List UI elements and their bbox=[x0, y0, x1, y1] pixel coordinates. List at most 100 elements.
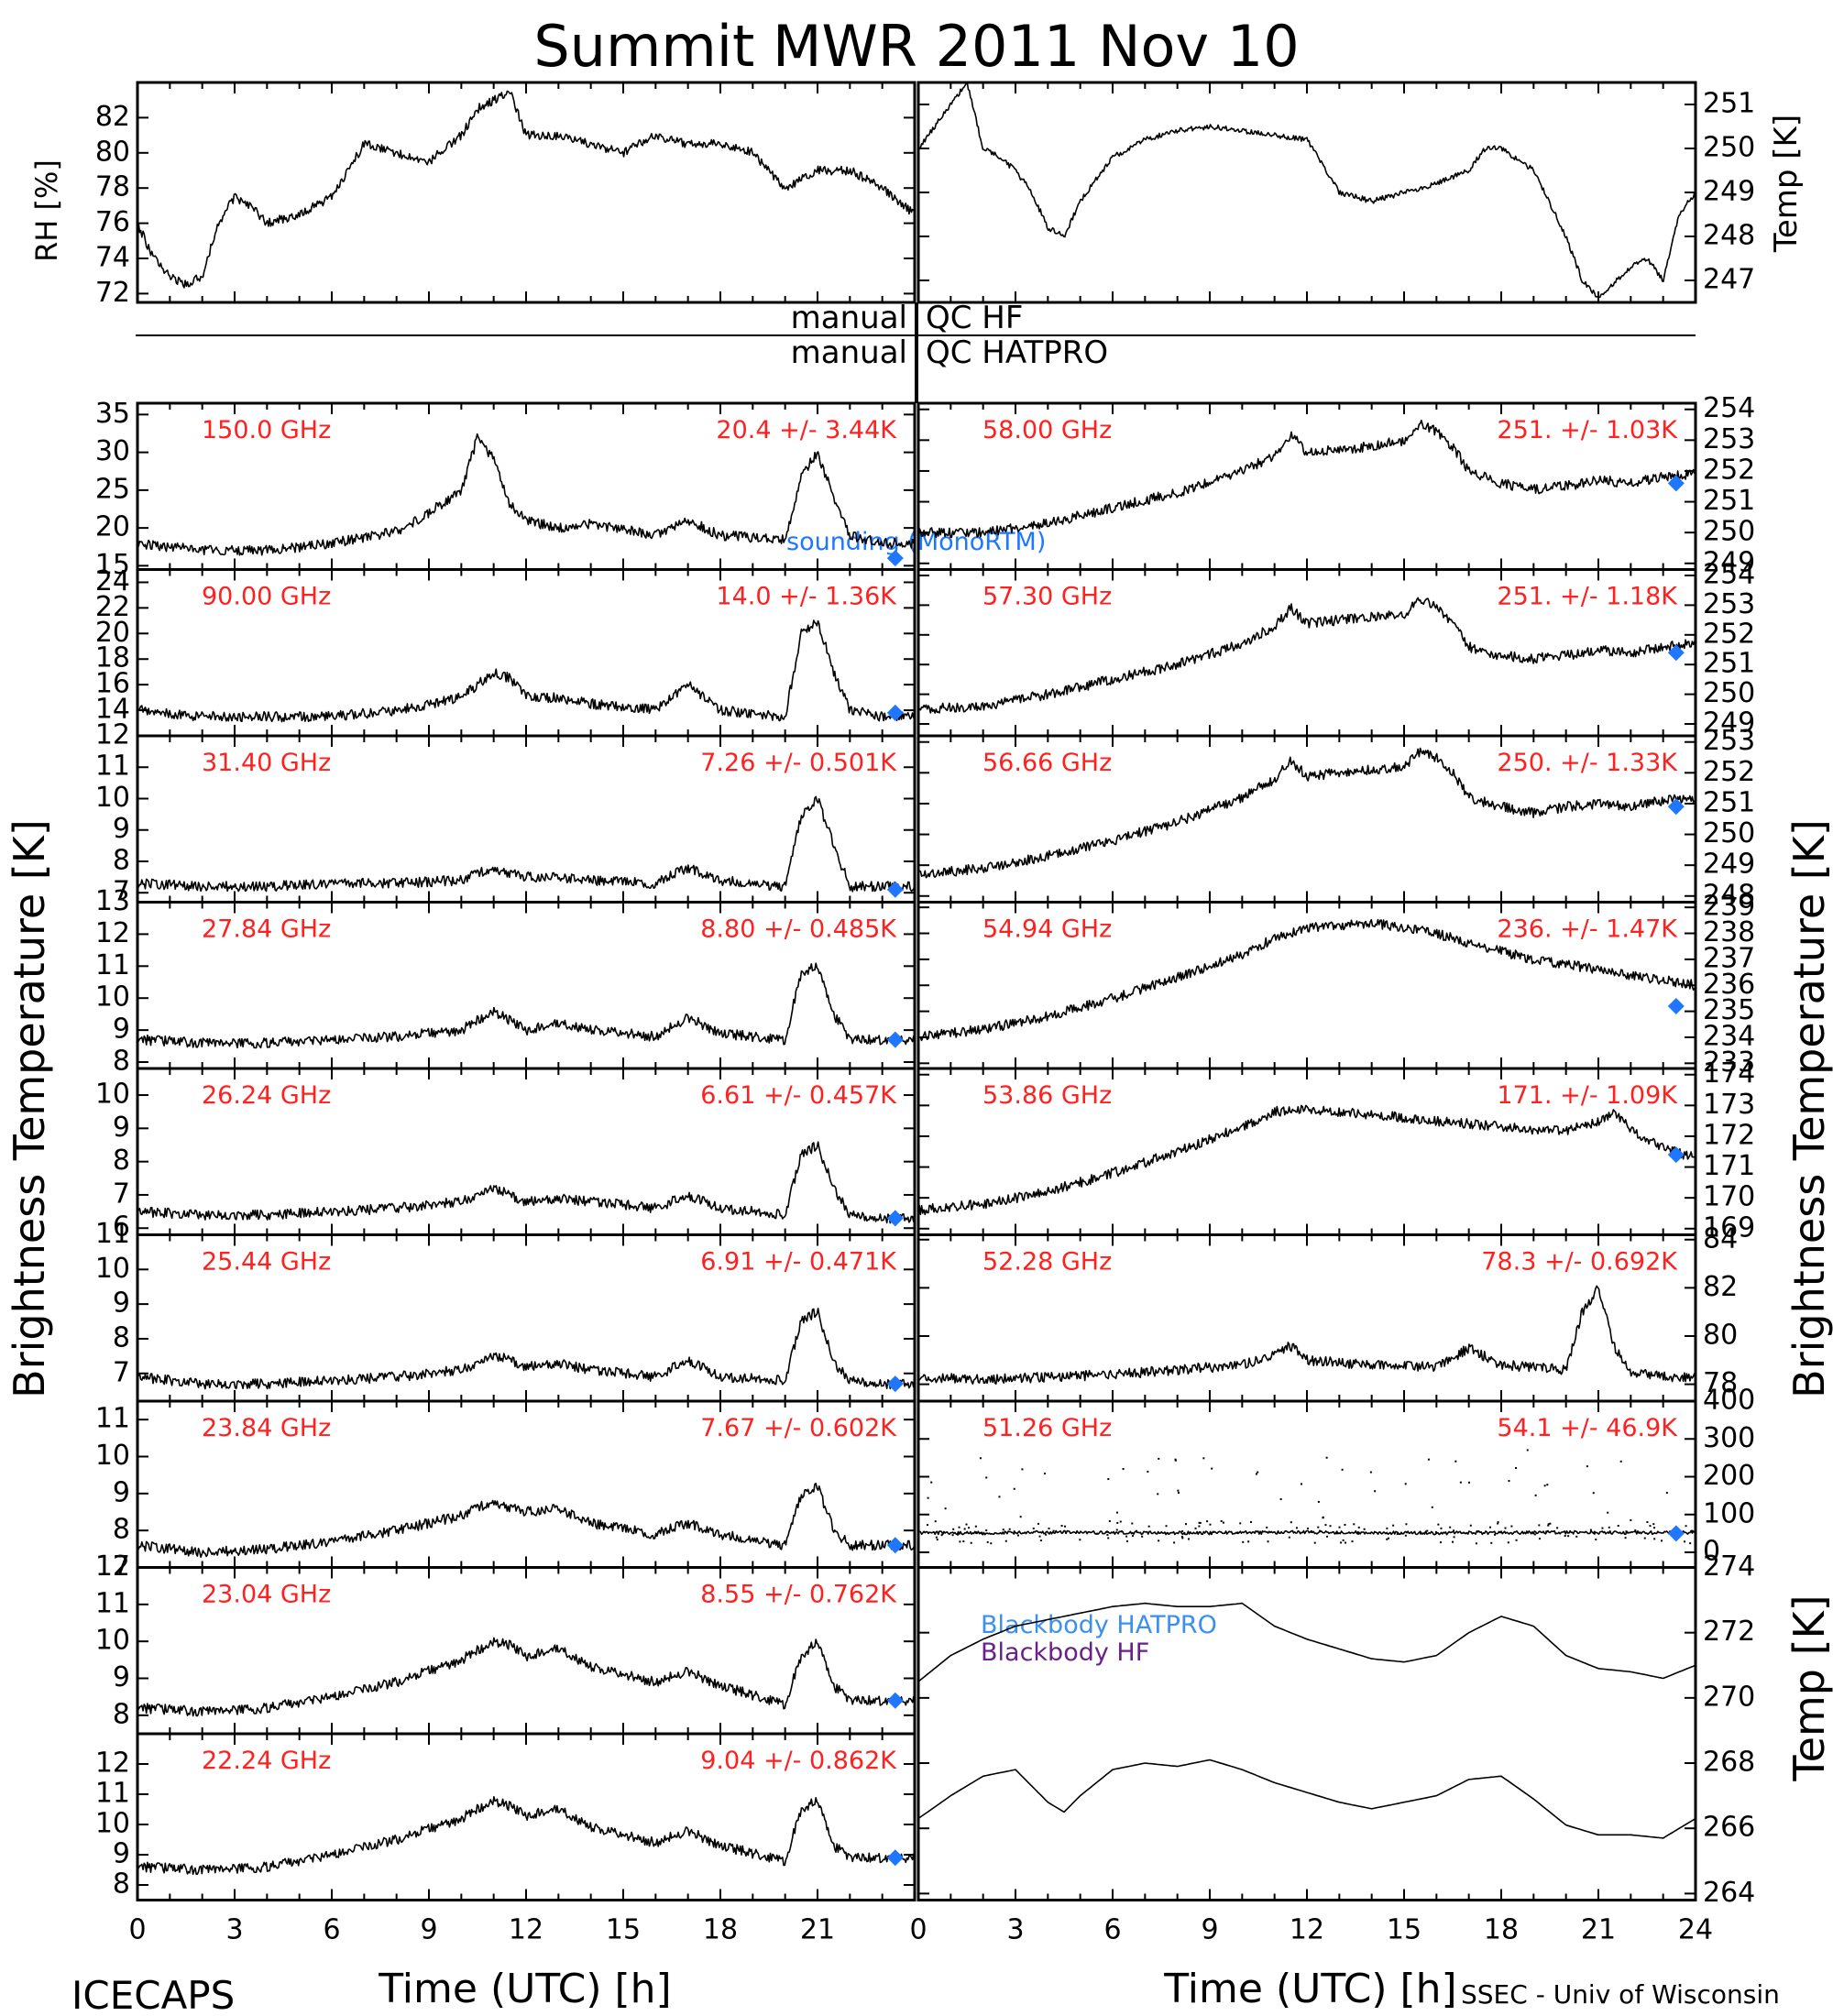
y-tick-label: 22 bbox=[95, 591, 130, 623]
y-tick-label: 268 bbox=[1703, 1747, 1755, 1779]
y-tick-label: 9 bbox=[113, 1838, 130, 1870]
data-point bbox=[1646, 1521, 1649, 1524]
data-point bbox=[1341, 1468, 1344, 1471]
data-point bbox=[1157, 1493, 1159, 1496]
data-point bbox=[1021, 1468, 1024, 1471]
plot-area bbox=[137, 1796, 915, 1876]
channel-stats: 20.4 +/- 3.44K bbox=[716, 416, 897, 444]
data-point bbox=[1079, 1539, 1081, 1541]
y-tick-label: 249 bbox=[1703, 176, 1755, 208]
y-tick-label: 233 bbox=[1703, 1046, 1755, 1079]
channel-stats: 7.67 +/- 0.602K bbox=[700, 1414, 897, 1442]
data-point bbox=[1165, 1525, 1168, 1528]
data-point bbox=[1255, 1473, 1257, 1475]
legend-bb-hatpro: Blackbody HATPRO bbox=[981, 1611, 1217, 1639]
y-tick-label: 8 bbox=[113, 1698, 130, 1730]
sounding-marker bbox=[886, 881, 904, 898]
bt-right-label: Brightness Temperature [K] bbox=[1784, 819, 1833, 1398]
panel-ch_52.28: 78 80 82 84 52.28 GHz 78.3 +/- 0.692K bbox=[916, 1222, 1738, 1403]
data-point bbox=[1125, 1535, 1128, 1538]
data-point bbox=[1119, 1520, 1122, 1523]
y-tick-label: 11 bbox=[95, 1587, 130, 1619]
sounding-marker bbox=[1667, 798, 1685, 816]
channel-stats: 7.26 +/- 0.501K bbox=[700, 749, 897, 777]
plot-area bbox=[918, 1104, 1696, 1216]
x-tick-label: 12 bbox=[509, 1914, 543, 1946]
data-point bbox=[934, 1520, 937, 1523]
plot-area bbox=[137, 1637, 915, 1717]
y-tick-label: 253 bbox=[1703, 725, 1755, 757]
series-line bbox=[137, 962, 915, 1049]
y-tick-label: 20 bbox=[95, 617, 130, 649]
data-point bbox=[1369, 1471, 1372, 1474]
data-point bbox=[1526, 1449, 1529, 1452]
y-tick-label: 253 bbox=[1703, 588, 1755, 620]
channel-stats: 251. +/- 1.03K bbox=[1497, 416, 1678, 444]
data-point bbox=[1624, 1537, 1627, 1539]
y-tick-label: 200 bbox=[1703, 1460, 1755, 1492]
y-tick-label: 8 bbox=[113, 844, 130, 876]
sounding-marker bbox=[886, 1537, 904, 1554]
series-line bbox=[918, 82, 1696, 299]
sounding-marker bbox=[886, 550, 904, 567]
x-axis-label-right: Time (UTC) [h] bbox=[1163, 1966, 1456, 2012]
y-tick-label: 266 bbox=[1703, 1812, 1755, 1844]
data-point bbox=[1106, 1533, 1109, 1536]
data-point bbox=[1494, 1533, 1497, 1536]
data-point bbox=[951, 1534, 954, 1537]
data-point bbox=[1453, 1529, 1455, 1532]
data-point bbox=[1184, 1523, 1187, 1526]
data-point bbox=[1183, 1531, 1186, 1534]
data-point bbox=[1508, 1480, 1510, 1483]
data-point bbox=[1546, 1484, 1549, 1486]
temp-axis-label: Temp [K] bbox=[1768, 115, 1805, 253]
data-point bbox=[1167, 1532, 1169, 1535]
data-point bbox=[1543, 1485, 1546, 1487]
data-point bbox=[1198, 1521, 1201, 1524]
panel-ch_51.26: 0 100 200 300 400 51.26 GHz 54.1 +/- 46.9K bbox=[916, 1385, 1755, 1569]
data-point bbox=[1374, 1490, 1377, 1493]
y-tick-label: 250 bbox=[1703, 516, 1755, 548]
data-point bbox=[1533, 1533, 1536, 1536]
data-point bbox=[1288, 1536, 1290, 1539]
panel-ch_23.84: 7 8 9 10 11 23.84 GHz 7.67 +/- 0.602K bbox=[95, 1399, 916, 1583]
data-point bbox=[1515, 1467, 1518, 1470]
data-point bbox=[1556, 1527, 1559, 1529]
data-point bbox=[1454, 1460, 1457, 1463]
y-tick-label: 24 bbox=[95, 565, 130, 597]
data-point bbox=[952, 1528, 955, 1530]
x-tick-label: 0 bbox=[909, 1914, 927, 1946]
y-tick-label: 251 bbox=[1703, 88, 1755, 120]
y-tick-label: 252 bbox=[1703, 454, 1755, 486]
channel-stats: 78.3 +/- 0.692K bbox=[1481, 1248, 1678, 1276]
data-point bbox=[1357, 1526, 1360, 1528]
data-point bbox=[936, 1539, 938, 1541]
plot-area bbox=[918, 1602, 1696, 1839]
plot-area bbox=[137, 1308, 915, 1390]
data-point bbox=[1307, 1528, 1310, 1530]
y-tick-label: 11 bbox=[95, 1778, 130, 1810]
qc-strips: manual QC HF manual QC HATPRO bbox=[136, 300, 1696, 371]
y-tick-label: 174 bbox=[1703, 1057, 1755, 1090]
data-point bbox=[1396, 1532, 1399, 1535]
data-point bbox=[1334, 1532, 1337, 1535]
y-tick-label: 8 bbox=[113, 1321, 130, 1353]
data-point bbox=[1120, 1530, 1123, 1533]
data-point bbox=[962, 1540, 965, 1543]
data-point bbox=[1279, 1498, 1282, 1501]
y-tick-label: 7 bbox=[113, 1356, 130, 1388]
data-point bbox=[974, 1531, 977, 1534]
series-line bbox=[137, 90, 915, 289]
data-point bbox=[1019, 1516, 1022, 1518]
data-point bbox=[1222, 1521, 1224, 1524]
channel-label: 51.26 GHz bbox=[982, 1414, 1112, 1442]
y-tick-label: 235 bbox=[1703, 994, 1755, 1026]
data-point bbox=[1617, 1525, 1619, 1528]
data-point bbox=[1045, 1533, 1048, 1536]
data-point bbox=[1043, 1473, 1046, 1475]
data-point bbox=[1158, 1457, 1160, 1460]
data-point bbox=[1198, 1525, 1201, 1528]
panel-airtemp: 247 248 249 250 251 bbox=[916, 81, 1755, 304]
series-line bbox=[918, 918, 1696, 1042]
